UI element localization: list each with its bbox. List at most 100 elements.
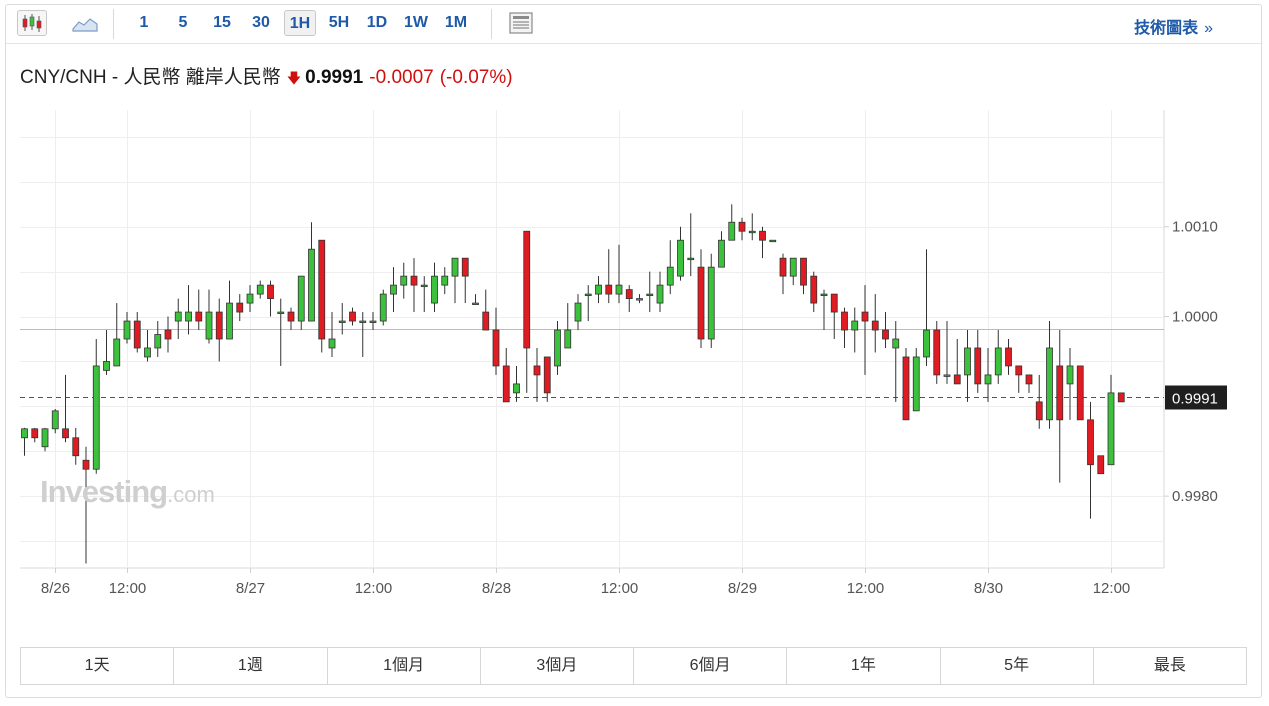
candle-up <box>769 239 777 243</box>
candle-down <box>1025 374 1033 385</box>
watermark-suffix: .com <box>167 482 215 507</box>
x-tick-label: 12:00 <box>1093 580 1131 597</box>
x-tick-label: 12:00 <box>355 580 393 597</box>
candle-up <box>984 374 992 385</box>
candle-down <box>533 365 541 376</box>
candlestick-icon[interactable] <box>17 10 47 36</box>
range-1w[interactable]: 1週 <box>174 648 328 684</box>
y-tick-label: 0.9980 <box>1172 488 1218 505</box>
range-6m[interactable]: 6個月 <box>634 648 788 684</box>
candle-up <box>256 284 264 295</box>
candle-up <box>656 284 664 304</box>
range-1m[interactable]: 1個月 <box>328 648 481 684</box>
candle-down <box>1056 365 1064 421</box>
range-max[interactable]: 最長 <box>1153 657 1186 674</box>
candle-down <box>953 374 961 385</box>
candle-up <box>51 410 59 430</box>
candle-down <box>625 289 633 299</box>
candle-down <box>1076 365 1084 421</box>
candle-up <box>574 302 582 322</box>
toolbar-separator <box>113 9 114 39</box>
candle-up <box>154 334 162 349</box>
interval-1d[interactable]: 1D <box>366 14 388 31</box>
candle-up <box>564 329 572 349</box>
range-1y[interactable]: 1年 <box>787 648 941 684</box>
candle-up <box>472 302 479 305</box>
pair-name: CNY/CNH - 人民幣 離岸人民幣 <box>20 67 281 88</box>
toolbar-separator <box>491 9 492 39</box>
x-tick-label: 8/28 <box>482 580 511 597</box>
advanced-chart-label: 技術圖表 <box>1134 20 1199 37</box>
interval-1m[interactable]: 1M <box>444 14 468 31</box>
candle-up <box>687 257 695 261</box>
candle-down <box>1035 401 1043 421</box>
quote-header: CNY/CNH - 人民幣 離岸人民幣 🡇 0.9991 -0.0007 (-0.07%… <box>20 62 513 92</box>
candle-up <box>892 338 900 349</box>
candle-up <box>431 275 438 304</box>
x-tick-label: 8/29 <box>728 580 757 597</box>
candle-up <box>646 293 654 296</box>
candle-down <box>195 311 203 322</box>
interval-15[interactable]: 15 <box>213 14 231 31</box>
candle-up <box>338 320 346 323</box>
candle-up <box>205 311 213 340</box>
advanced-chart-link[interactable]: 技術圖表 » <box>1134 14 1213 38</box>
candle-down <box>1087 419 1094 466</box>
candle-up <box>513 383 520 394</box>
candle-up <box>390 284 397 295</box>
range-3m[interactable]: 3個月 <box>481 648 634 684</box>
y-tick-label: 1.0010 <box>1172 219 1218 236</box>
candle-down <box>810 275 818 304</box>
last-price-tag <box>1165 385 1227 410</box>
watermark-brand: Investing <box>40 474 168 509</box>
candle-down <box>882 329 889 340</box>
candle-up <box>718 239 725 268</box>
chart-widget-frame <box>5 4 1262 698</box>
candle-down <box>871 320 879 331</box>
area-chart-icon[interactable] <box>70 10 100 36</box>
candle-up <box>451 257 459 277</box>
candle-down <box>800 257 807 286</box>
candle-up <box>728 221 736 241</box>
price-change: -0.0007 <box>369 67 434 88</box>
candle-up <box>677 239 684 277</box>
candlestick-chart[interactable]: 8/26 12:00 8/27 12:00 8/28 12:00 8/29 12:00 8/30… <box>0 0 1269 640</box>
candle-up <box>328 338 336 349</box>
candle-down <box>502 365 510 403</box>
candle-up <box>1046 347 1053 421</box>
interval-1h[interactable]: 1H <box>284 10 316 36</box>
candle-down <box>974 347 982 385</box>
candle-up <box>297 275 305 322</box>
interval-1w[interactable]: 1W <box>404 14 428 31</box>
y-tick-label: 1.0000 <box>1172 309 1218 326</box>
candle-down <box>933 329 941 376</box>
indicator-panel-icon[interactable] <box>506 10 536 36</box>
candle-down <box>482 311 490 331</box>
candle-up <box>748 230 756 234</box>
candle-up <box>636 298 643 301</box>
candle-up <box>994 347 1002 376</box>
candle-down <box>1117 392 1125 403</box>
candle-up <box>851 320 859 331</box>
candle-down <box>31 428 39 439</box>
down-arrow-icon: 🡇 <box>286 70 302 86</box>
interval-1[interactable]: 1 <box>139 14 149 31</box>
candle-down <box>164 329 172 340</box>
candle-up <box>964 347 971 376</box>
last-price-tag-label: 0.9991 <box>1172 391 1218 408</box>
candle-down <box>133 320 141 349</box>
range-5y[interactable]: 5年 <box>941 648 1094 684</box>
candle-up <box>400 275 408 286</box>
range-1d[interactable]: 1天 <box>21 648 175 684</box>
candle-up <box>615 284 623 295</box>
chart-toolbar: 1 5 15 30 1H 5H 1D 1W 1M 技術圖表 » <box>6 5 1261 44</box>
interval-30[interactable]: 30 <box>252 14 270 31</box>
candle-up <box>185 311 192 322</box>
candle-up <box>113 338 121 367</box>
candle-up <box>174 311 182 322</box>
candle-up <box>441 275 449 286</box>
candle-down <box>349 311 356 322</box>
interval-5[interactable]: 5 <box>178 14 188 31</box>
interval-5h[interactable]: 5H <box>328 14 350 31</box>
chevron-right-icon: » <box>1204 20 1213 37</box>
